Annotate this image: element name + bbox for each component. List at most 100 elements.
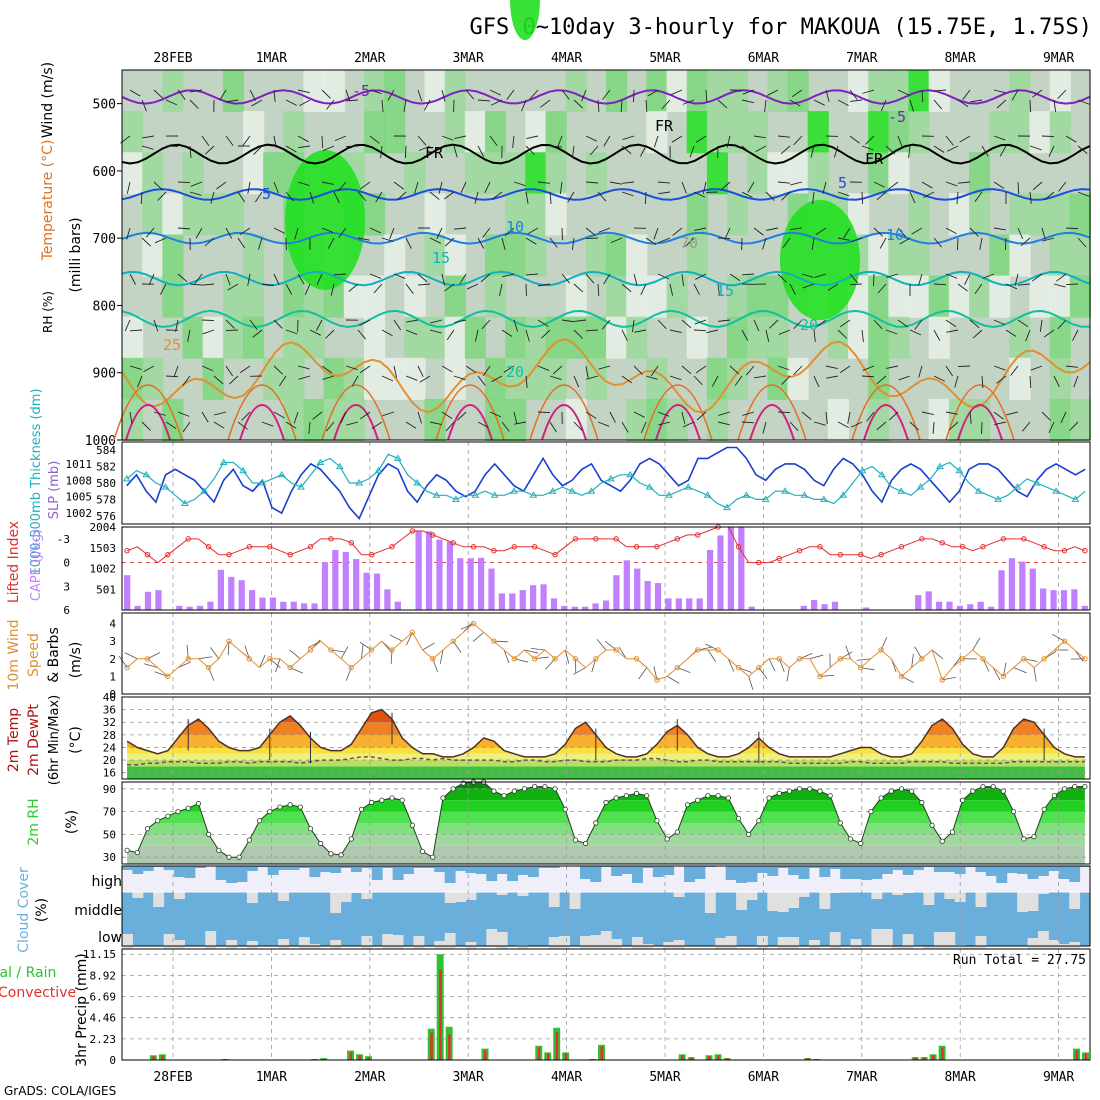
rh-cell [706,152,728,195]
wind10-point [715,647,721,653]
rh-peak [780,200,860,320]
cape-bar [915,595,922,610]
wind-barb [981,375,984,388]
wind-barb [541,329,551,339]
wind-barb [501,329,513,337]
cloud-high-bar [538,866,550,868]
rh-cell [565,316,587,359]
precip-tick: 4.46 [90,1012,117,1025]
thickness-point [452,495,460,502]
cloud-mid-gap [1069,892,1081,909]
wind-barb [899,237,911,245]
cape-bar [259,597,266,610]
wind-barb [129,329,143,332]
rh-cell [464,152,486,195]
cloud-mid-gap [871,892,883,899]
rh-cell [1049,316,1071,359]
wind-barb [969,227,979,237]
wind-barb [1017,227,1024,240]
wind-barb [338,227,347,238]
rh2m-point [338,852,344,858]
cloud-mid-gap [673,892,685,897]
wind-barb [540,99,551,108]
wind-barb [862,89,875,94]
wind10-barb [618,646,627,659]
rh2m-frame [121,781,1091,865]
cloud-high-bar [808,866,820,868]
cloud-high-bar [475,866,487,874]
wind-barb [297,273,305,285]
cape-bar [665,598,672,610]
wind-barb [861,375,875,378]
wind-barb [549,145,562,148]
rh-cell [122,357,144,400]
cloud-high-bar [632,866,643,883]
cape-tick: 501 [96,583,116,596]
cape-bar [498,593,506,610]
wind-barb [1005,283,1018,290]
wind-barb [781,191,791,201]
wind-barb [897,227,907,238]
wind-barb [1043,329,1055,338]
wind-barb [909,329,922,336]
rh-cell [1049,234,1071,277]
date-label-bottom: 1MAR [256,1070,287,1085]
rh-cell [1049,70,1071,113]
rh-cell [303,316,325,359]
wind-barb [1058,181,1067,192]
cloud-high-bar [652,866,664,877]
wind-barb [717,283,720,296]
wind-barb [598,227,611,233]
li-point [939,540,945,546]
rh-cell [1029,193,1051,236]
wind-barb [695,273,707,280]
wind-barb [982,273,995,279]
wind-barb [1053,375,1060,387]
rh2m-point [1000,788,1006,794]
rh-cell [142,152,164,195]
wind10-barb [530,647,545,651]
rh2m-tick: 90 [103,783,116,796]
rh-cell [969,193,991,236]
li-point [389,544,395,550]
cloud-high-bar [871,866,883,879]
wind-barb [999,145,1007,157]
wind-barb [645,375,658,380]
wind-barb [404,145,407,159]
rh-cell [666,275,688,318]
wind10-point [226,638,232,644]
wind-barb [124,319,131,332]
wind-barb [1065,227,1079,230]
cloud-high-bar [246,866,258,871]
wind-barb [945,273,958,279]
cloud-low-gap [590,935,602,953]
wind-barb [561,319,574,323]
cloud-high-bar [298,866,310,868]
precip-conv-bar [537,1047,541,1060]
rh-cell [1069,193,1091,236]
wind10-point [776,656,782,662]
wind-barb [1032,181,1043,191]
thickness-point [142,470,151,478]
cloud-mid-gap [455,892,466,902]
cloud-low-gap [1037,931,1049,949]
rh2m-point [155,818,161,824]
thickness-point [781,487,789,494]
precip-tick: 0 [109,1054,116,1067]
precip-conv-bar [914,1057,917,1060]
cape-bar [738,527,745,610]
cloud-mid-gap [278,892,290,901]
cloud-high-bar [975,866,987,872]
wind10-point [205,664,212,671]
rh2m-point [542,783,548,790]
wind-barb [153,319,159,332]
rh-cell [868,316,890,359]
date-label-top: 6MAR [748,51,779,66]
contour-label: 10 [506,218,524,236]
rh-cell [868,275,890,318]
wind-barb [297,365,310,370]
wind-barb [201,135,210,147]
wind10-barb [144,663,158,668]
wind-barb [285,283,293,295]
wind-barb [537,365,550,371]
